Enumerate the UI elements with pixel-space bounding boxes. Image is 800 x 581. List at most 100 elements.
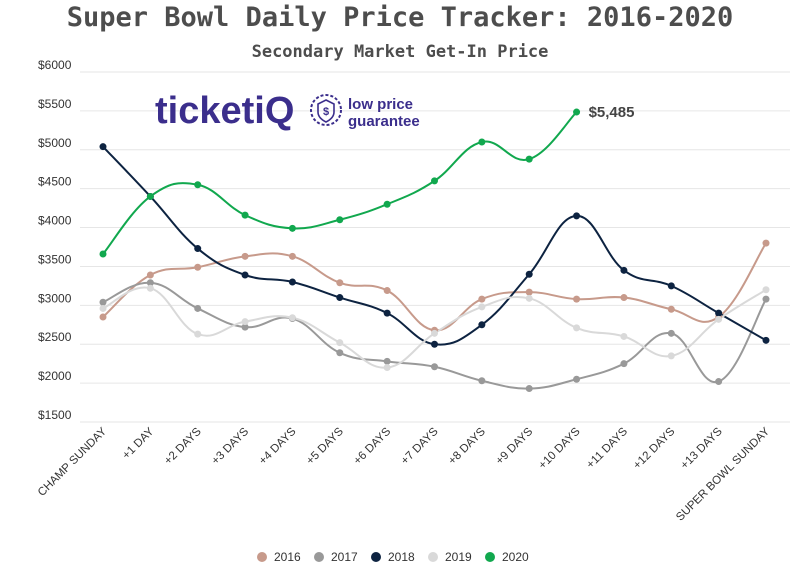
data-point-2016 [288,252,296,260]
data-point-2019 [762,286,770,294]
x-tick-label: +1 DAY [120,425,156,461]
logo-brand-text: ticketiQ [155,90,294,132]
legend-item-2018: 2018 [371,550,415,564]
data-point-2020 [99,250,107,258]
data-point-2019 [146,284,154,292]
data-point-2019 [431,329,438,337]
legend-swatch [371,552,381,562]
dollar-shield-icon: $ [310,94,342,126]
legend-swatch [257,552,267,562]
data-point-2019 [478,303,486,311]
data-point-2018 [288,278,296,286]
data-point-2020 [383,200,391,208]
data-point-2018 [667,282,675,290]
data-point-2018 [336,294,344,302]
data-point-2019 [667,352,675,360]
legend-swatch [314,552,324,562]
data-point-2017 [667,329,675,337]
ticketiq-logo: ticketiQ $ low price guarantee [155,90,420,132]
data-point-2020 [431,177,438,185]
legend-item-2020: 2020 [485,550,529,564]
x-tick-label: +5 DAYS [304,425,346,467]
data-point-2016 [525,288,533,296]
x-tick-label: +9 DAYS [494,425,536,467]
series-line-2016 [102,242,767,332]
data-point-2016 [146,271,154,279]
data-point-2017 [478,377,486,385]
y-tick-label: $6000 [38,58,72,72]
data-point-2019 [620,332,628,340]
x-tick-label: +4 DAYS [257,425,299,467]
legend: 2016 2017 2018 2019 2020 [257,550,529,564]
chart-subtitle: Secondary Market Get-In Price [251,42,549,62]
x-tick-label: CHAMP SUNDAY [36,425,109,498]
data-point-2016 [241,252,249,260]
y-tick-label: $5500 [38,97,72,111]
legend-swatch [428,552,438,562]
legend-label: 2020 [502,550,529,564]
x-tick-label: +7 DAYS [399,425,441,467]
data-point-2017 [525,385,533,393]
svg-text:$: $ [323,106,329,118]
data-point-2017 [431,363,438,371]
data-point-2017 [241,323,249,331]
data-point-2017 [383,357,391,365]
x-tick-label: +12 DAYS [631,425,677,471]
data-point-2018 [478,321,486,329]
data-point-2017 [715,378,723,386]
data-point-2019 [241,318,249,326]
data-point-2020 [241,211,249,219]
legend-label: 2016 [274,550,301,564]
x-tick-label: +8 DAYS [446,425,488,467]
x-axis-ticks: CHAMP SUNDAY +1 DAY +2 DAYS +3 DAYS +4 DAYS +… [36,425,772,523]
data-point-2019 [288,314,296,322]
data-point-2020 [478,138,486,146]
y-tick-label: $5000 [38,136,72,150]
data-point-2018 [525,270,533,278]
legend-label: 2017 [331,550,358,564]
data-point-2018 [762,336,770,344]
data-point-2020 [573,108,581,116]
y-tick-label: $4500 [38,175,72,189]
legend-item-2019: 2019 [428,550,472,564]
data-point-2017 [194,304,202,312]
data-point-2020 [336,216,344,224]
series-points [99,108,770,393]
data-point-2017 [620,360,628,368]
data-point-2018 [194,245,202,253]
x-tick-label: +2 DAYS [162,425,204,467]
data-point-2017 [146,279,154,287]
data-point-2018 [241,271,249,279]
y-tick-label: $3500 [38,252,72,266]
logo-tagline-line2: guarantee [348,113,420,130]
y-tick-label: $2500 [38,330,72,344]
x-tick-label: SUPER BOWL SUNDAY [674,425,772,523]
y-tick-label: $3000 [38,291,72,305]
data-point-2016 [573,295,581,303]
data-point-2019 [383,364,391,372]
y-tick-label: $4000 [38,214,72,228]
legend-label: 2019 [445,550,472,564]
x-tick-label: +13 DAYS [679,425,725,471]
legend-item-2017: 2017 [314,550,358,564]
legend-label: 2018 [388,550,415,564]
data-point-2019 [194,330,202,338]
data-point-2019 [715,315,723,323]
data-point-2016 [99,313,107,321]
data-point-2019 [336,339,344,347]
y-axis-ticks: $6000 $5500 $5000 $4500 $4000 $3500 $3000 $2500… [38,58,72,422]
data-point-2017 [573,375,581,383]
data-point-2019 [573,324,581,332]
data-point-2020 [288,224,296,232]
data-point-2019 [99,304,107,312]
data-point-2016 [336,279,344,287]
data-point-2018 [620,266,628,274]
data-point-2018 [383,309,391,317]
legend-swatch [485,552,495,562]
data-point-2020 [194,181,202,189]
data-point-2016 [667,305,675,313]
data-point-2018 [573,212,581,220]
data-point-2020 [146,192,154,200]
data-point-2016 [478,295,486,303]
